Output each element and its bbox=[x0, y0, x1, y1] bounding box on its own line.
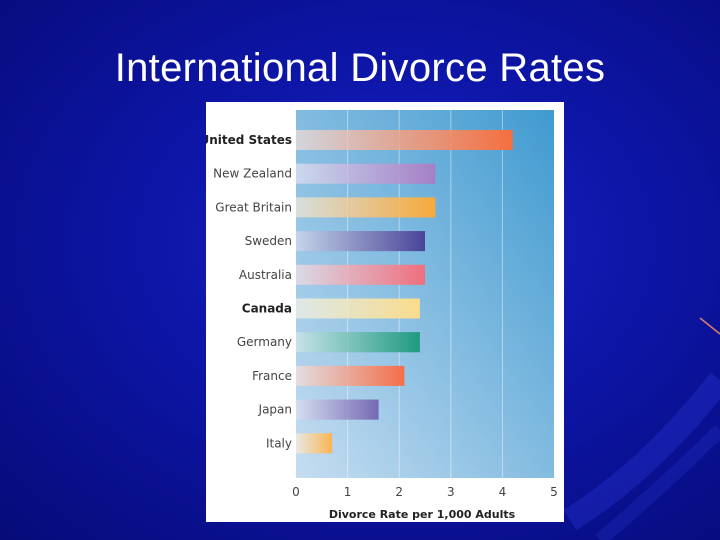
bar-highlight-new-zealand bbox=[296, 163, 436, 184]
bar-highlight-great-britain bbox=[296, 197, 436, 218]
bar-chart: United States New Zealand Great Britain Swe… bbox=[206, 110, 558, 521]
bar-highlight-sweden bbox=[296, 231, 425, 252]
x-tick-label: 3 bbox=[447, 485, 455, 499]
x-tick-label: 0 bbox=[292, 485, 300, 499]
x-axis-title: Divorce Rate per 1,000 Adults bbox=[329, 508, 516, 521]
bar-highlight-germany bbox=[296, 332, 420, 353]
category-label-australia: Australia bbox=[239, 268, 292, 282]
bar-highlight-italy bbox=[296, 433, 333, 454]
x-tick-label: 4 bbox=[499, 485, 507, 499]
bar-highlight-united-states bbox=[296, 130, 513, 150]
category-label-united-states: United States bbox=[206, 133, 292, 147]
x-tick-label: 5 bbox=[550, 485, 558, 499]
category-label-japan: Japan bbox=[258, 403, 292, 417]
bar-highlight-france bbox=[296, 365, 405, 386]
category-label-france: France bbox=[252, 369, 292, 383]
category-label-great-britain: Great Britain bbox=[215, 200, 292, 214]
bar-highlight-canada bbox=[296, 298, 420, 319]
category-label-germany: Germany bbox=[237, 335, 292, 349]
x-tick-label: 1 bbox=[344, 485, 352, 499]
chart-card: United States New Zealand Great Britain Swe… bbox=[206, 102, 564, 522]
x-tick-label: 2 bbox=[395, 485, 403, 499]
category-label-sweden: Sweden bbox=[245, 234, 292, 248]
category-label-italy: Italy bbox=[266, 436, 292, 450]
category-label-new-zealand: New Zealand bbox=[213, 167, 292, 181]
slide-title: International Divorce Rates bbox=[114, 46, 606, 90]
bar-highlight-japan bbox=[296, 399, 379, 420]
category-label-canada: Canada bbox=[242, 302, 292, 316]
bar-highlight-australia bbox=[296, 264, 425, 285]
